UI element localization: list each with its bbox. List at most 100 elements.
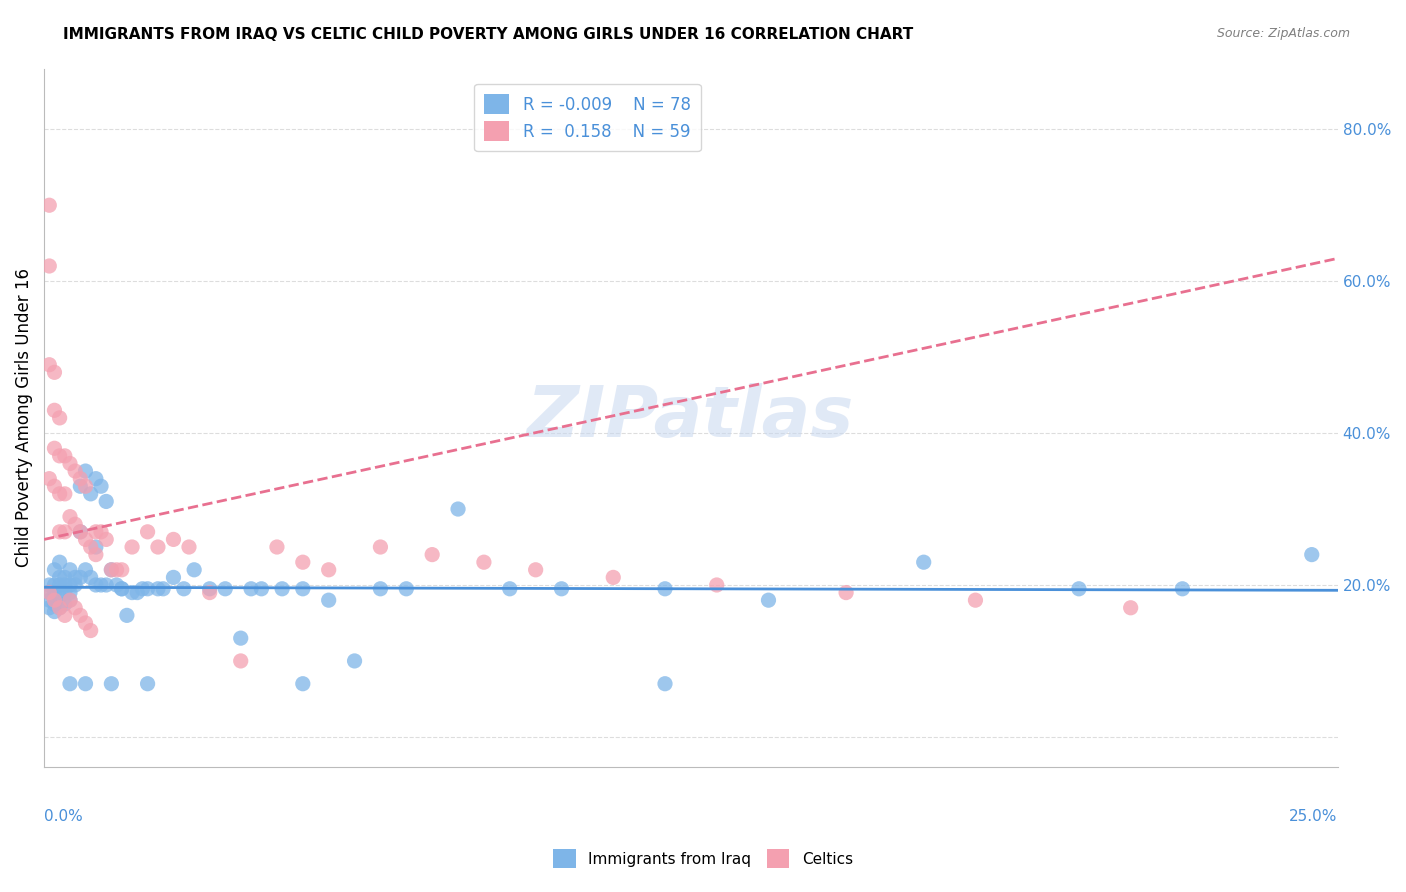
- Point: [69, 570, 91, 584]
- Point: [90, 479, 112, 493]
- Point: [84, 548, 107, 562]
- Point: [318, 563, 340, 577]
- Point: [75, 479, 97, 493]
- Point: [111, 582, 134, 596]
- Point: [59, 563, 82, 577]
- Legend: R = -0.009    N = 78, R =  0.158    N = 59: R = -0.009 N = 78, R = 0.158 N = 59: [474, 84, 700, 151]
- Point: [63, 464, 86, 478]
- Point: [318, 593, 340, 607]
- Point: [63, 578, 86, 592]
- Point: [38, 472, 60, 486]
- Point: [48, 449, 70, 463]
- Point: [654, 677, 676, 691]
- Point: [38, 600, 60, 615]
- Point: [69, 524, 91, 539]
- Point: [343, 654, 366, 668]
- Point: [250, 582, 273, 596]
- Point: [59, 593, 82, 607]
- Point: [69, 524, 91, 539]
- Point: [198, 582, 221, 596]
- Point: [395, 582, 418, 596]
- Point: [59, 457, 82, 471]
- Point: [121, 540, 143, 554]
- Point: [79, 540, 101, 554]
- Point: [1301, 548, 1323, 562]
- Point: [48, 410, 70, 425]
- Text: 25.0%: 25.0%: [1289, 809, 1337, 824]
- Point: [447, 502, 470, 516]
- Point: [44, 605, 66, 619]
- Point: [105, 563, 128, 577]
- Point: [44, 585, 66, 599]
- Point: [183, 563, 205, 577]
- Point: [48, 590, 70, 604]
- Point: [59, 677, 82, 691]
- Point: [53, 608, 76, 623]
- Point: [266, 540, 288, 554]
- Point: [152, 582, 174, 596]
- Point: [912, 555, 935, 569]
- Point: [84, 472, 107, 486]
- Point: [550, 582, 572, 596]
- Point: [75, 615, 97, 630]
- Point: [420, 548, 443, 562]
- Point: [38, 198, 60, 212]
- Point: [115, 608, 138, 623]
- Point: [146, 540, 169, 554]
- Point: [291, 677, 314, 691]
- Point: [44, 479, 66, 493]
- Point: [48, 600, 70, 615]
- Point: [90, 578, 112, 592]
- Point: [214, 582, 236, 596]
- Point: [48, 600, 70, 615]
- Point: [96, 578, 118, 592]
- Point: [162, 570, 184, 584]
- Legend: Immigrants from Iraq, Celtics: Immigrants from Iraq, Celtics: [546, 841, 860, 875]
- Point: [48, 570, 70, 584]
- Point: [229, 631, 252, 645]
- Point: [48, 487, 70, 501]
- Text: IMMIGRANTS FROM IRAQ VS CELTIC CHILD POVERTY AMONG GIRLS UNDER 16 CORRELATION CH: IMMIGRANTS FROM IRAQ VS CELTIC CHILD POV…: [63, 27, 914, 42]
- Point: [472, 555, 495, 569]
- Point: [69, 479, 91, 493]
- Point: [63, 517, 86, 532]
- Point: [79, 570, 101, 584]
- Point: [44, 563, 66, 577]
- Point: [53, 578, 76, 592]
- Point: [271, 582, 294, 596]
- Point: [370, 582, 392, 596]
- Point: [44, 578, 66, 592]
- Point: [44, 593, 66, 607]
- Point: [79, 624, 101, 638]
- Point: [53, 570, 76, 584]
- Text: 0.0%: 0.0%: [44, 809, 83, 824]
- Point: [127, 585, 149, 599]
- Point: [162, 533, 184, 547]
- Point: [370, 540, 392, 554]
- Point: [706, 578, 728, 592]
- Point: [75, 563, 97, 577]
- Point: [48, 524, 70, 539]
- Point: [38, 593, 60, 607]
- Point: [44, 597, 66, 611]
- Point: [38, 578, 60, 592]
- Point: [100, 563, 122, 577]
- Point: [48, 578, 70, 592]
- Point: [84, 578, 107, 592]
- Point: [53, 487, 76, 501]
- Point: [111, 582, 134, 596]
- Point: [100, 563, 122, 577]
- Point: [53, 524, 76, 539]
- Point: [291, 582, 314, 596]
- Point: [75, 464, 97, 478]
- Point: [146, 582, 169, 596]
- Point: [84, 524, 107, 539]
- Point: [136, 677, 159, 691]
- Y-axis label: Child Poverty Among Girls Under 16: Child Poverty Among Girls Under 16: [15, 268, 32, 567]
- Point: [38, 259, 60, 273]
- Point: [111, 563, 134, 577]
- Point: [136, 582, 159, 596]
- Point: [291, 555, 314, 569]
- Point: [63, 570, 86, 584]
- Point: [69, 608, 91, 623]
